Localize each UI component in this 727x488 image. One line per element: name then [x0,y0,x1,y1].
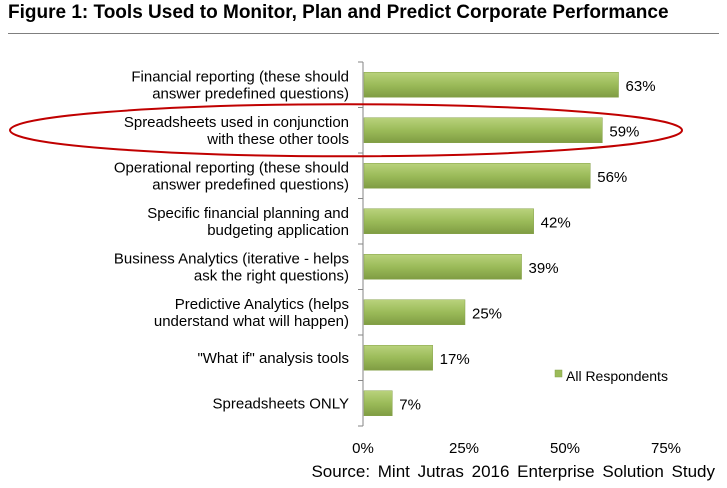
bar [363,163,591,189]
data-label: 56% [597,169,627,186]
title-divider [8,33,719,34]
highlight-ellipse [9,103,683,158]
data-label: 63% [626,78,656,95]
category-label: understand what will happen) [154,313,349,330]
x-tick-label: 75% [651,440,681,457]
bar [363,254,522,280]
category-label: Specific financial planning and [147,205,349,222]
bar [363,208,534,234]
category-label: answer predefined questions) [152,176,349,193]
x-tick-label: 25% [449,440,479,457]
bar [363,299,466,325]
category-label: Financial reporting (these should [131,68,349,85]
data-label: 25% [472,305,502,322]
category-label: Predictive Analytics (helps [175,296,349,313]
legend: All Respondents [554,368,668,384]
bar [363,72,619,98]
category-label: ask the right questions) [194,267,349,284]
category-label: "What if" analysis tools [197,350,349,367]
category-label: answer predefined questions) [152,85,349,102]
bar [363,390,393,416]
data-label: 7% [399,396,421,413]
category-label: Business Analytics (iterative - helps [114,250,349,267]
bar [363,117,603,143]
data-label: 39% [529,260,559,277]
legend-label: All Respondents [566,368,668,384]
x-tick-label: 50% [550,440,580,457]
bar [363,345,433,371]
category-label: Spreadsheets used in conjunction [124,114,349,131]
x-tick-label: 0% [352,440,374,457]
category-label: Operational reporting (these should [114,159,349,176]
category-label: with these other tools [206,131,349,148]
category-label: budgeting application [207,222,349,239]
source-note: Source: Mint Jutras 2016 Enterprise Solu… [311,462,715,481]
category-label: Spreadsheets ONLY [213,395,349,412]
figure-title: Figure 1: Tools Used to Monitor, Plan an… [8,2,669,23]
data-label: 17% [440,351,470,368]
data-label: 42% [541,214,571,231]
legend-swatch [554,369,563,378]
data-label: 59% [609,123,639,140]
